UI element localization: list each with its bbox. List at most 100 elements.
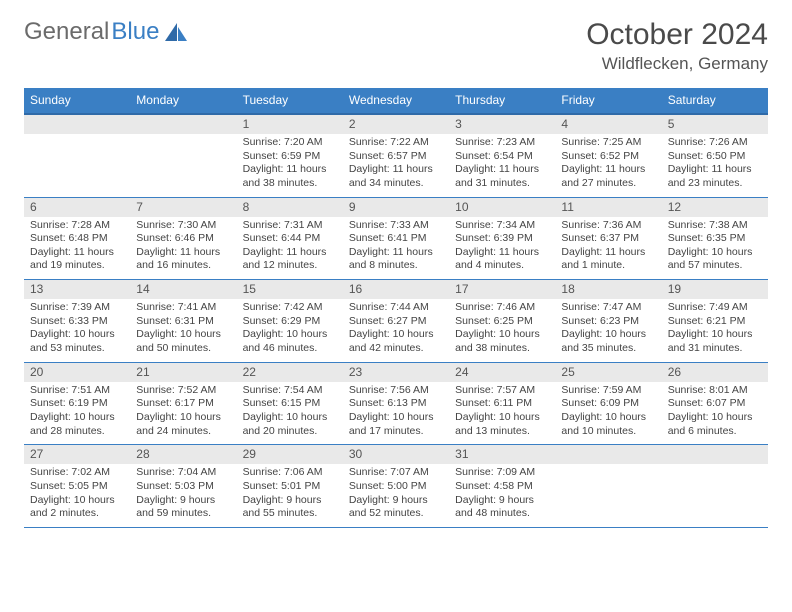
day-info-line: Sunrise: 7:56 AM [349, 384, 443, 398]
day-number: 3 [449, 115, 555, 134]
day-info-line: Sunrise: 7:07 AM [349, 466, 443, 480]
day-info-line: Sunset: 6:50 PM [668, 150, 762, 164]
day-info: Sunrise: 7:42 AMSunset: 6:29 PMDaylight:… [237, 301, 343, 356]
day-info: Sunrise: 7:22 AMSunset: 6:57 PMDaylight:… [343, 136, 449, 191]
weekday-label: Wednesday [343, 88, 449, 113]
day-number: 18 [555, 280, 661, 299]
day-info-line: Daylight: 11 hours [455, 163, 549, 177]
day-info: Sunrise: 7:25 AMSunset: 6:52 PMDaylight:… [555, 136, 661, 191]
day-info-line: Sunset: 6:48 PM [30, 232, 124, 246]
day-info-line: and 6 minutes. [668, 425, 762, 439]
day-info-line: Sunrise: 7:59 AM [561, 384, 655, 398]
day-info: Sunrise: 7:36 AMSunset: 6:37 PMDaylight:… [555, 219, 661, 274]
day-info-line: and 48 minutes. [455, 507, 549, 521]
day-info-line: and 1 minute. [561, 259, 655, 273]
day-info-line: Daylight: 11 hours [243, 163, 337, 177]
calendar-week: 1Sunrise: 7:20 AMSunset: 6:59 PMDaylight… [24, 115, 768, 198]
calendar-cell: 16Sunrise: 7:44 AMSunset: 6:27 PMDayligh… [343, 280, 449, 362]
day-info: Sunrise: 7:52 AMSunset: 6:17 PMDaylight:… [130, 384, 236, 439]
day-info-line: Daylight: 9 hours [136, 494, 230, 508]
day-number: 15 [237, 280, 343, 299]
calendar-cell: 15 Sunrise: 7:42 AMSunset: 6:29 PMDayligh… [237, 280, 343, 362]
day-info-line: Daylight: 10 hours [668, 246, 762, 260]
day-info-line: Sunset: 6:25 PM [455, 315, 549, 329]
day-info-line: and 53 minutes. [30, 342, 124, 356]
day-info-line: Sunset: 6:29 PM [243, 315, 337, 329]
weekday-label: Sunday [24, 88, 130, 113]
day-info-line: Daylight: 10 hours [668, 328, 762, 342]
day-info-line: Sunrise: 7:47 AM [561, 301, 655, 315]
day-number [555, 445, 661, 464]
calendar-cell: 24Sunrise: 7:57 AMSunset: 6:11 PMDayligh… [449, 363, 555, 445]
day-info-line: Sunset: 6:09 PM [561, 397, 655, 411]
day-info-line: and 12 minutes. [243, 259, 337, 273]
day-info-line: Sunrise: 7:26 AM [668, 136, 762, 150]
day-info-line: Daylight: 10 hours [30, 494, 124, 508]
day-info: Sunrise: 7:30 AMSunset: 6:46 PMDaylight:… [130, 219, 236, 274]
day-info-line: Sunrise: 7:38 AM [668, 219, 762, 233]
day-number: 8 [237, 198, 343, 217]
day-info-line: Sunrise: 7:52 AM [136, 384, 230, 398]
day-number: 4 [555, 115, 661, 134]
day-info-line: Sunset: 6:17 PM [136, 397, 230, 411]
day-info-line: Sunrise: 7:06 AM [243, 466, 337, 480]
day-info-line: and 17 minutes. [349, 425, 443, 439]
day-info-line: Daylight: 10 hours [30, 411, 124, 425]
day-info: Sunrise: 7:41 AMSunset: 6:31 PMDaylight:… [130, 301, 236, 356]
calendar-cell: 25Sunrise: 7:59 AMSunset: 6:09 PMDayligh… [555, 363, 661, 445]
calendar-cell: 26Sunrise: 8:01 AMSunset: 6:07 PMDayligh… [662, 363, 768, 445]
day-info-line: Sunrise: 7:23 AM [455, 136, 549, 150]
day-info: Sunrise: 7:20 AMSunset: 6:59 PMDaylight:… [237, 136, 343, 191]
calendar-cell: 14Sunrise: 7:41 AMSunset: 6:31 PMDayligh… [130, 280, 236, 362]
day-info-line: Sunrise: 7:41 AM [136, 301, 230, 315]
day-info-line: Sunrise: 7:49 AM [668, 301, 762, 315]
day-info-line: Sunset: 5:00 PM [349, 480, 443, 494]
calendar-cell: 22Sunrise: 7:54 AMSunset: 6:15 PMDayligh… [237, 363, 343, 445]
day-info-line: Daylight: 10 hours [561, 328, 655, 342]
weekday-label: Friday [555, 88, 661, 113]
day-info: Sunrise: 7:47 AMSunset: 6:23 PMDaylight:… [555, 301, 661, 356]
day-info-line: Daylight: 11 hours [349, 246, 443, 260]
day-info-line: and 46 minutes. [243, 342, 337, 356]
day-number: 29 [237, 445, 343, 464]
day-info-line: Sunrise: 7:33 AM [349, 219, 443, 233]
weekday-label: Tuesday [237, 88, 343, 113]
day-info: Sunrise: 7:44 AMSunset: 6:27 PMDaylight:… [343, 301, 449, 356]
day-info-line: Sunrise: 7:25 AM [561, 136, 655, 150]
day-number: 13 [24, 280, 130, 299]
day-info-line: and 4 minutes. [455, 259, 549, 273]
day-info-line: Daylight: 9 hours [349, 494, 443, 508]
day-info-line: and 16 minutes. [136, 259, 230, 273]
day-info-line: Sunset: 6:33 PM [30, 315, 124, 329]
day-info-line: Daylight: 10 hours [349, 328, 443, 342]
day-info-line: and 55 minutes. [243, 507, 337, 521]
day-info-line: Sunrise: 7:46 AM [455, 301, 549, 315]
day-info-line: Sunrise: 7:57 AM [455, 384, 549, 398]
day-info-line: and 27 minutes. [561, 177, 655, 191]
day-info-line: Sunrise: 7:02 AM [30, 466, 124, 480]
day-info-line: Sunset: 4:58 PM [455, 480, 549, 494]
day-info-line: Sunset: 6:44 PM [243, 232, 337, 246]
day-number: 31 [449, 445, 555, 464]
day-info-line: Daylight: 10 hours [668, 411, 762, 425]
calendar-week: 20Sunrise: 7:51 AMSunset: 6:19 PMDayligh… [24, 363, 768, 446]
day-number: 7 [130, 198, 236, 217]
calendar-cell: 20Sunrise: 7:51 AMSunset: 6:19 PMDayligh… [24, 363, 130, 445]
day-info-line: Daylight: 11 hours [668, 163, 762, 177]
day-info: Sunrise: 7:02 AMSunset: 5:05 PMDaylight:… [24, 466, 130, 521]
day-info: Sunrise: 7:09 AMSunset: 4:58 PMDaylight:… [449, 466, 555, 521]
day-info: Sunrise: 7:39 AMSunset: 6:33 PMDaylight:… [24, 301, 130, 356]
day-info-line: Sunrise: 7:09 AM [455, 466, 549, 480]
day-info-line: Daylight: 10 hours [136, 328, 230, 342]
day-number: 25 [555, 363, 661, 382]
day-number: 23 [343, 363, 449, 382]
day-number: 11 [555, 198, 661, 217]
calendar-cell [24, 115, 130, 197]
day-info-line: Sunrise: 7:39 AM [30, 301, 124, 315]
day-info-line: Sunrise: 7:30 AM [136, 219, 230, 233]
day-info-line: Sunrise: 7:20 AM [243, 136, 337, 150]
day-info: Sunrise: 7:46 AMSunset: 6:25 PMDaylight:… [449, 301, 555, 356]
day-info-line: and 57 minutes. [668, 259, 762, 273]
logo: GeneralBlue [24, 18, 189, 46]
calendar-week: 13Sunrise: 7:39 AMSunset: 6:33 PMDayligh… [24, 280, 768, 363]
